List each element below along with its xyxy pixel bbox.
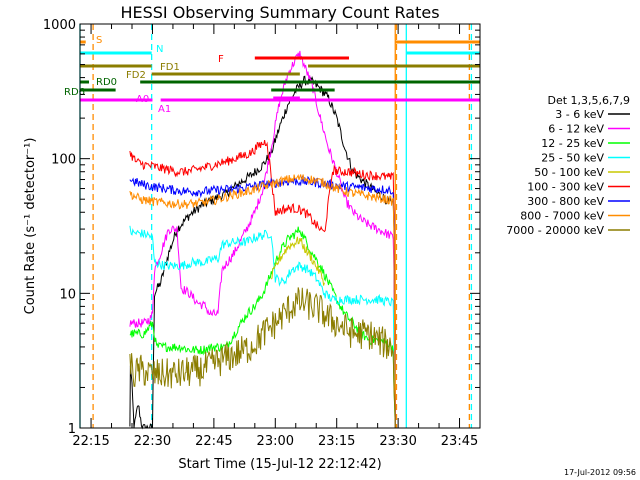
series-line bbox=[129, 140, 396, 429]
legend-entry: 300 - 800 keV bbox=[527, 195, 604, 208]
state-flag-label: RD6 bbox=[64, 87, 85, 98]
series-lines bbox=[129, 50, 396, 430]
state-flag-label: A1 bbox=[158, 104, 171, 115]
x-tick-label: 23:45 bbox=[441, 434, 478, 449]
legend-entry: 25 - 50 keV bbox=[541, 152, 604, 165]
y-tick-label: 1000 bbox=[43, 18, 76, 33]
legend-entry: 12 - 25 keV bbox=[541, 137, 604, 150]
series-line bbox=[129, 175, 396, 429]
y-axis-label: Count Rate (s⁻¹ detector⁻¹) bbox=[23, 138, 38, 315]
x-axis: 22:15 22:30 22:45 23:00 23:15 23:30 23:45 bbox=[72, 24, 478, 449]
series-line bbox=[129, 287, 396, 429]
state-flag-label: S bbox=[96, 35, 102, 46]
x-tick-label: 23:30 bbox=[379, 434, 416, 449]
state-flag-label: FD2 bbox=[126, 70, 146, 81]
y-tick-label: 1 bbox=[68, 422, 76, 437]
x-tick-label: 22:45 bbox=[195, 434, 232, 449]
timestamp: 17-Jul-2012 09:56 bbox=[564, 468, 636, 477]
x-tick-label: 22:30 bbox=[134, 434, 171, 449]
series-line bbox=[270, 236, 325, 286]
state-flag-label: N bbox=[156, 44, 163, 55]
series-line bbox=[129, 225, 396, 429]
legend-entry: 50 - 100 keV bbox=[534, 166, 604, 179]
series-line bbox=[129, 50, 396, 429]
legend-entry: 800 - 7000 keV bbox=[520, 210, 604, 223]
legend-entry: 100 - 300 keV bbox=[527, 181, 604, 194]
y-tick-label: 10 bbox=[59, 287, 76, 302]
x-tick-label: 23:00 bbox=[257, 434, 294, 449]
state-flag-label: F bbox=[218, 54, 224, 65]
state-flags: SNFFD1FD2RD0RD6A0A1 bbox=[64, 35, 480, 115]
plot-frame bbox=[79, 23, 481, 429]
legend-title: Det 1,3,5,6,7,9 bbox=[547, 94, 630, 107]
series-line bbox=[129, 75, 396, 430]
y-axis: 1 10 100 1000 bbox=[43, 18, 480, 437]
state-flag-label: FD1 bbox=[160, 62, 180, 73]
series-line bbox=[129, 174, 396, 429]
x-tick-label: 22:15 bbox=[72, 434, 109, 449]
x-axis-label: Start Time (15-Jul-12 22:12:42) bbox=[178, 457, 381, 472]
legend-entry: 7000 - 20000 keV bbox=[506, 224, 604, 237]
legend-entry: 3 - 6 keV bbox=[555, 108, 604, 121]
state-flag-label: RD0 bbox=[96, 77, 117, 88]
legend-entry: 6 - 12 keV bbox=[548, 123, 604, 136]
chart-title: HESSI Observing Summary Count Rates bbox=[120, 3, 439, 22]
y-tick-label: 100 bbox=[51, 153, 76, 168]
x-tick-label: 23:15 bbox=[318, 434, 355, 449]
